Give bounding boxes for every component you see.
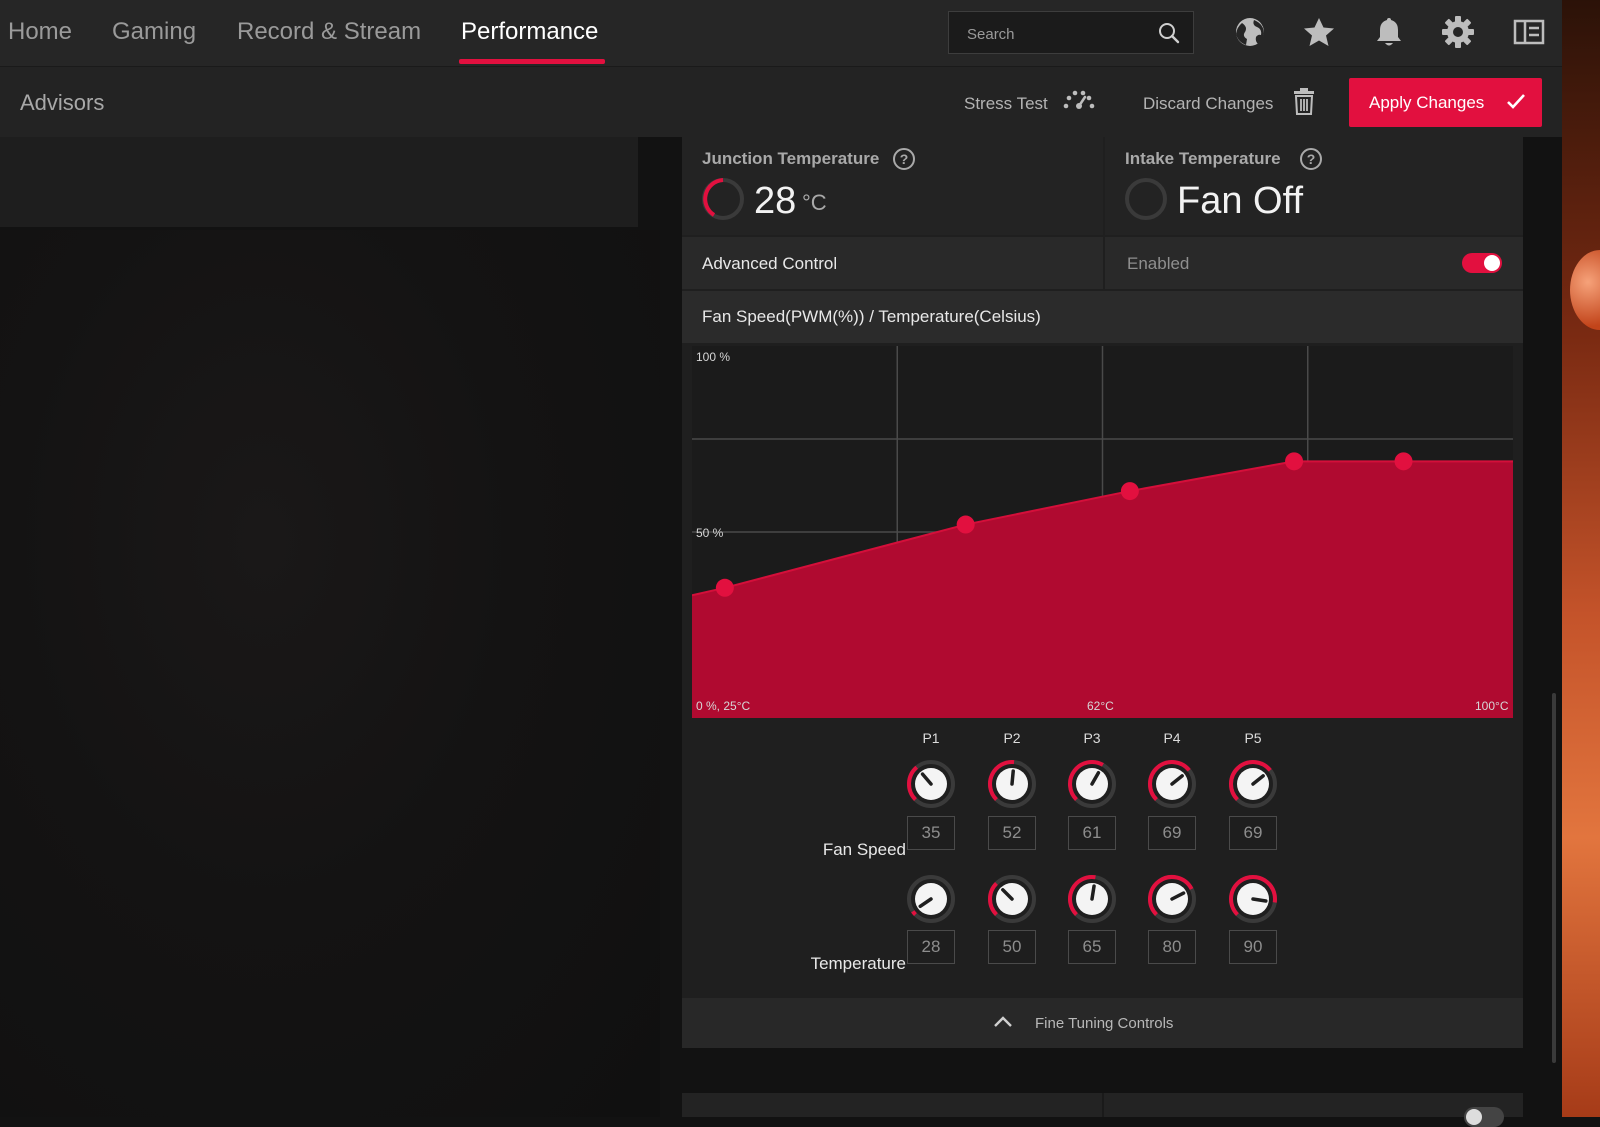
advanced-control-label: Advanced Control bbox=[702, 254, 838, 273]
search-input[interactable] bbox=[965, 22, 1149, 46]
next-setting-toggle[interactable] bbox=[1464, 1107, 1504, 1127]
intake-gauge-icon bbox=[1125, 178, 1167, 220]
advisors-link[interactable]: Advisors bbox=[20, 90, 105, 115]
temperature-row-label: Temperature bbox=[810, 954, 906, 973]
advanced-control-toggle-row: Enabled bbox=[1105, 237, 1523, 289]
tab-record-stream[interactable]: Record & Stream bbox=[237, 18, 422, 45]
junction-temperature-unit: °C bbox=[802, 190, 827, 215]
fan-tuning-card: Junction Temperature ? 28 °C Intake Temp… bbox=[682, 137, 1523, 1048]
bell-icon[interactable] bbox=[1372, 15, 1406, 49]
gear-icon[interactable] bbox=[1441, 15, 1475, 49]
search-icon[interactable] bbox=[1157, 21, 1181, 45]
fine-tuning-label: Fine Tuning Controls bbox=[1035, 1015, 1174, 1032]
temperature-knob-p1[interactable] bbox=[905, 873, 957, 925]
temperature-knob-p5[interactable] bbox=[1227, 873, 1279, 925]
intake-temperature-title: Intake Temperature bbox=[1125, 149, 1281, 168]
advanced-control-status: Enabled bbox=[1127, 254, 1190, 273]
fan-speed-knob-p5[interactable] bbox=[1227, 758, 1279, 810]
temperature-input-p3[interactable]: 65 bbox=[1068, 930, 1116, 964]
junction-gauge-icon bbox=[702, 178, 744, 220]
curve-point-p1[interactable] bbox=[715, 578, 734, 597]
fan-speed-knob-p4[interactable] bbox=[1146, 758, 1198, 810]
curve-point-p4[interactable] bbox=[1285, 452, 1304, 471]
active-tab-indicator bbox=[459, 59, 605, 64]
fan-curve-area bbox=[692, 461, 1513, 718]
point-header-p2: P2 bbox=[1003, 730, 1021, 746]
point-header-p5: P5 bbox=[1244, 730, 1262, 746]
temperature-knob-p2[interactable] bbox=[986, 873, 1038, 925]
wallpaper-orb bbox=[1570, 250, 1600, 330]
fan-curve-title: Fan Speed(PWM(%)) / Temperature(Celsius) bbox=[702, 307, 1041, 326]
sub-header: Advisors Stress Test Discard Changes App… bbox=[0, 67, 1562, 137]
temperature-input-p1[interactable]: 28 bbox=[907, 930, 955, 964]
junction-temperature-cell: Junction Temperature ? 28 °C bbox=[682, 137, 1103, 235]
y-tick-50: 50 % bbox=[696, 526, 724, 540]
top-navigation: Home Gaming Record & Stream Performance bbox=[0, 0, 1562, 67]
temperature-knob-p4[interactable] bbox=[1146, 873, 1198, 925]
layout-icon[interactable] bbox=[1512, 15, 1546, 49]
point-header-p1: P1 bbox=[922, 730, 940, 746]
curve-point-p3[interactable] bbox=[1120, 482, 1139, 501]
junction-temperature-value: 28 bbox=[754, 180, 797, 222]
stress-test-label[interactable]: Stress Test bbox=[964, 94, 1048, 113]
intake-temperature-cell: Intake Temperature ? Fan Off bbox=[1105, 137, 1523, 235]
scrollbar[interactable] bbox=[1552, 693, 1556, 1063]
fan-speed-knob-p3[interactable] bbox=[1066, 758, 1118, 810]
fan-curve-header: Fan Speed(PWM(%)) / Temperature(Celsius) bbox=[682, 291, 1523, 343]
help-icon[interactable]: ? bbox=[892, 147, 916, 171]
fan-curve-points bbox=[715, 452, 1413, 597]
fan-speed-input-p1[interactable]: 35 bbox=[907, 816, 955, 850]
fan-speed-knob-p2[interactable] bbox=[986, 758, 1038, 810]
fan-speed-input-p2[interactable]: 52 bbox=[988, 816, 1036, 850]
star-icon[interactable] bbox=[1302, 15, 1336, 49]
temperature-input-p5[interactable]: 90 bbox=[1229, 930, 1277, 964]
fan-curve-chart[interactable]: 100 % 50 % 0 %, 25°C 62°C 100°C bbox=[692, 346, 1513, 718]
point-header-p4: P4 bbox=[1163, 730, 1181, 746]
origin-tick: 0 %, 25°C bbox=[696, 699, 750, 713]
curve-point-p5[interactable] bbox=[1394, 452, 1413, 471]
help-icon[interactable]: ? bbox=[1299, 147, 1323, 171]
fine-tuning-bar[interactable]: Fine Tuning Controls bbox=[682, 998, 1523, 1048]
point-header-p3: P3 bbox=[1083, 730, 1101, 746]
fan-speed-input-p5[interactable]: 69 bbox=[1229, 816, 1277, 850]
advanced-control-toggle[interactable] bbox=[1462, 253, 1502, 273]
trash-icon[interactable] bbox=[1293, 87, 1315, 115]
left-panel bbox=[0, 137, 638, 227]
next-setting-card bbox=[682, 1093, 1523, 1127]
toggle-knob bbox=[1466, 1109, 1482, 1125]
globe-icon[interactable] bbox=[1233, 15, 1267, 49]
fan-speed-knob-p1[interactable] bbox=[905, 758, 957, 810]
search-box[interactable] bbox=[948, 11, 1194, 54]
svg-text:?: ? bbox=[900, 151, 909, 167]
speedometer-icon[interactable] bbox=[1062, 88, 1096, 112]
junction-temperature-title: Junction Temperature bbox=[702, 149, 880, 168]
apply-changes-label: Apply Changes bbox=[1369, 93, 1485, 112]
tab-home[interactable]: Home bbox=[8, 18, 73, 45]
curve-point-p2[interactable] bbox=[956, 515, 975, 534]
chevron-up-icon[interactable] bbox=[993, 1015, 1013, 1029]
wallpaper-strip bbox=[1562, 0, 1600, 1117]
tab-gaming[interactable]: Gaming bbox=[112, 18, 197, 45]
advanced-control-row: Advanced Control bbox=[682, 237, 1103, 289]
apply-changes-button[interactable]: Apply Changes bbox=[1349, 78, 1542, 127]
temperature-knob-p3[interactable] bbox=[1066, 873, 1118, 925]
temperature-input-p4[interactable]: 80 bbox=[1148, 930, 1196, 964]
y-tick-100: 100 % bbox=[696, 350, 730, 364]
fan-speed-input-p3[interactable]: 61 bbox=[1068, 816, 1116, 850]
x-tick-mid: 62°C bbox=[1087, 699, 1114, 713]
temperature-input-p2[interactable]: 50 bbox=[988, 930, 1036, 964]
x-tick-max: 100°C bbox=[1475, 699, 1509, 713]
checkmark-icon bbox=[1507, 94, 1525, 109]
discard-changes-label[interactable]: Discard Changes bbox=[1143, 94, 1274, 113]
fan-speed-input-p4[interactable]: 69 bbox=[1148, 816, 1196, 850]
card-divider bbox=[1102, 1093, 1104, 1117]
tab-performance[interactable]: Performance bbox=[461, 18, 599, 45]
svg-text:?: ? bbox=[1307, 151, 1316, 167]
fan-speed-row-label: Fan Speed bbox=[822, 840, 906, 859]
intake-temperature-value: Fan Off bbox=[1177, 180, 1304, 222]
background-art bbox=[0, 230, 660, 1117]
toggle-knob bbox=[1484, 255, 1500, 271]
